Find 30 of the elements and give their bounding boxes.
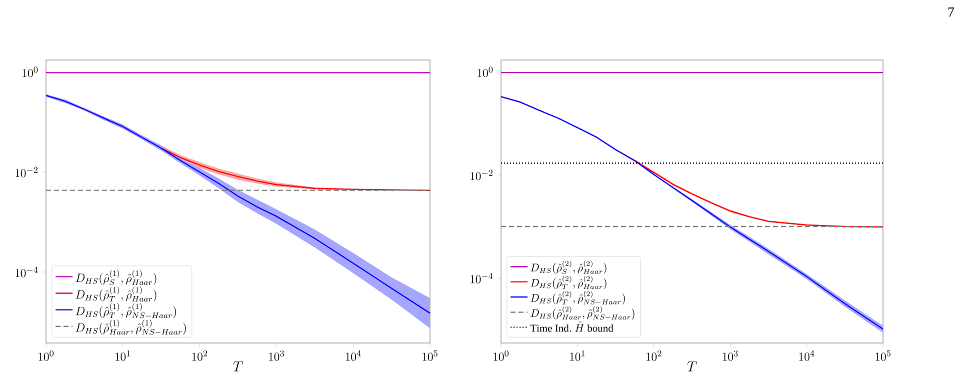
legend-label: $D_{HS}(\hat{\rho}_{Haar}^{(2)},\hat{\rho}_{NS-Haar}^{(2)})$ [530,306,634,320]
x-tick-label: $10^{2}$ [192,350,208,361]
x-axis-title: $T$ [233,362,243,372]
text: 7 [948,8,954,17]
y-tick-label: $10^{-4}$ [16,266,38,278]
x-tick-label: $10^{0}$ [494,350,509,361]
y-tick-label: $10^{-2}$ [16,166,38,178]
x-tick-label: $10^{2}$ [646,350,662,361]
x-tick-label: $10^{1}$ [115,350,130,361]
x-tick-label: $10^{5}$ [422,350,438,361]
x-tick-label: $10^{3}$ [269,350,284,361]
x-tick-label: $10^{3}$ [722,350,738,361]
legend-label: $D_{HS}(\hat{\rho}_{T}^{(2)},\hat{\rho}_{NS-Haar}^{(2)})$ [530,290,625,304]
x-tick-label: $10^{5}$ [876,350,890,361]
y-tick-label: $10^{0}$ [478,66,493,78]
legend-label: $D_{HS}(\hat{\rho}_{S}^{(2)},\hat{\rho}_{Haar}^{(2)})$ [530,260,606,274]
y-tick-label: $10^{-2}$ [470,170,493,180]
x-tick-label: $10^{4}$ [799,350,814,361]
legend-label: $\mathrm{Time\ Ind.}\ \hat{H}\ \mathrm{bound}$ [530,321,614,332]
x-tick-label: $10^{4}$ [346,350,361,361]
x-tick-label: $10^{1}$ [570,350,585,361]
y-tick-label: $10^{0}$ [22,66,38,78]
y-tick-label: $10^{-4}$ [470,272,493,284]
x-axis-title: $T$ [687,362,697,372]
legend-label: $D_{HS}(\hat{\rho}_{S}^{(1)},\hat{\rho}_{Haar}^{(1)})$ [76,270,156,286]
legend-label: $D_{HS}(\hat{\rho}_{T}^{(1)},\hat{\rho}_{Haar}^{(1)})$ [76,286,156,302]
legend-label: $D_{HS}(\hat{\rho}_{Haar}^{(1)},\hat{\rho}_{NS-Haar}^{(1)})$ [76,320,186,335]
x-tick-label: $10^{0}$ [38,350,54,361]
legend-label: $D_{HS}(\hat{\rho}_{T}^{(1)},\hat{\rho}_{NS-Haar}^{(1)})$ [76,303,176,318]
legend-label: $D_{HS}(\hat{\rho}_{T}^{(2)},\hat{\rho}_{Haar}^{(2)})$ [530,276,606,290]
